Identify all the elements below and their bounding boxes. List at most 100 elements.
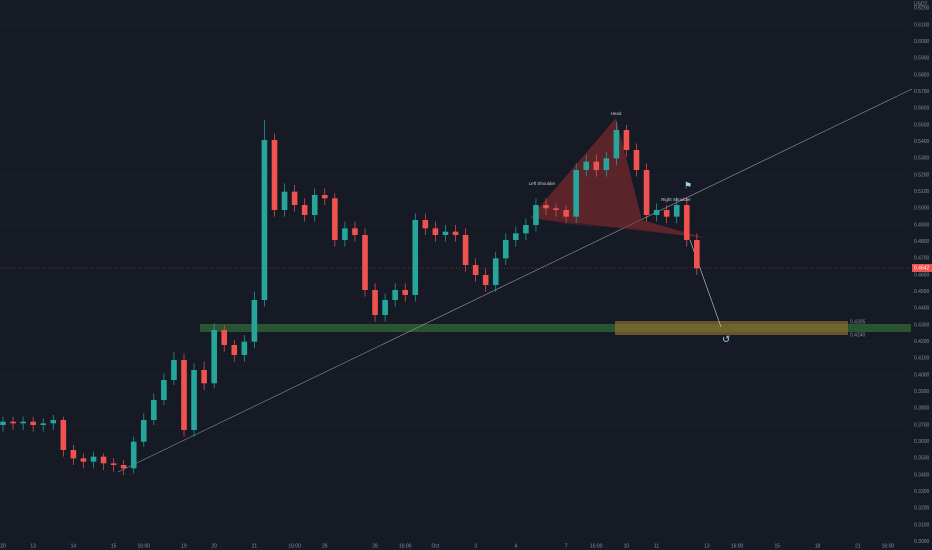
candle-body [241,341,248,355]
candle-body [151,400,157,420]
price-tag-label: 0.4642 [914,265,930,271]
x-tick-label: 11 [654,543,659,549]
trend-line [117,88,913,473]
y-tick-label: 0.3300 [914,489,930,495]
candle-body [352,228,358,235]
y-tick-label: 0.3000 [914,539,930,545]
candle-body [311,195,318,215]
y-tick-label: 0.5000 [914,206,930,212]
unit-label: USDT [914,1,928,7]
candle-body [492,258,499,285]
candle-body [623,130,630,150]
x-tick-label: 21 [855,543,861,549]
icon: ↺ [722,335,730,346]
candle-body [332,198,338,240]
x-tick-label: 14 [71,543,77,549]
candle-body [523,225,529,234]
candle-body [573,170,579,217]
candle-body [140,420,147,442]
x-tick-label: 26 [322,543,328,549]
candle-body [543,205,549,209]
annotation: Left Shoulder [529,181,556,186]
y-tick-label: 0.5800 [914,72,930,78]
candle-body [452,231,459,235]
candle-body [633,150,640,170]
x-tick-label: 13 [704,543,710,549]
y-tick-label: 0.6100 [914,22,930,28]
y-tick-label: 0.3100 [914,522,930,528]
candle-body [372,290,378,315]
zone-label: 0.4240 [850,332,866,338]
candle-body [593,161,600,170]
y-tick-label: 0.4500 [914,289,930,295]
annotation: Head [611,111,622,116]
y-tick-label: 0.4900 [914,222,930,228]
x-tick-label: 10 [624,543,630,549]
candle-body [60,420,67,450]
candle-body [683,205,690,240]
candle-body [694,240,700,269]
candle-body [181,360,187,430]
candle-body [281,191,288,210]
candle-body [271,140,278,210]
candle-body [362,235,368,290]
candles [0,120,700,475]
x-tick-label: 15 [111,543,117,549]
x-tick-label: 18 [815,543,821,549]
candle-body [301,205,308,215]
candle-body [563,210,569,217]
candle-body [392,290,398,300]
candle-body [673,205,680,217]
y-tick-label: 0.3800 [914,406,930,412]
y-tick-label: 0.4100 [914,356,930,362]
candle-body [432,228,439,235]
candle-body [472,265,479,275]
candle-body [10,421,16,424]
candle-body [120,465,127,469]
y-tick-label: 0.3700 [914,422,930,428]
y-tick-label: 0.4700 [914,256,930,262]
x-tick-label: 16:00 [731,543,744,549]
candle-body [201,370,207,384]
candle-body [90,456,97,462]
y-tick-label: 0.3500 [914,456,930,462]
candle-body [70,450,77,459]
x-tick-label: 16:00 [590,543,603,549]
x-tick-label: 16:00 [882,543,895,549]
y-tick-label: 0.4300 [914,322,930,328]
candle-body [412,220,419,295]
x-tick-label: 3 [474,543,477,549]
candle-body [583,161,590,170]
x-tick-label: 4 [514,543,517,549]
candle-body [130,441,137,469]
zone-label: 0.4305 [850,319,866,325]
x-tick-label: 28 [372,543,378,549]
x-tick-label: 16:00 [288,543,301,549]
y-tick-label: 0.4000 [914,372,930,378]
candle-body [382,300,388,315]
candle-body [171,360,177,380]
annotation: Right Shoulder [661,197,691,202]
candle-body [502,240,509,259]
y-tick-label: 0.5600 [914,106,930,112]
candle-body [50,420,57,424]
pattern-neck [530,218,705,238]
candle-body [513,233,519,240]
y-tick-label: 0.5400 [914,139,930,145]
y-tick-label: 0.6000 [914,39,930,45]
support-zone [200,324,911,332]
candle-body [291,191,298,205]
x-tick-label: 7 [565,543,568,549]
x-tick-label: 16:00 [138,543,151,549]
y-tick-label: 0.5900 [914,56,930,62]
candle-body [231,345,238,355]
x-tick-label: 15 [774,543,780,549]
candle-body [20,421,26,424]
y-tick-label: 0.4600 [914,272,930,278]
target-box [615,321,848,335]
candle-body [221,330,228,345]
candle-body [342,228,348,240]
candle-body [462,235,469,265]
